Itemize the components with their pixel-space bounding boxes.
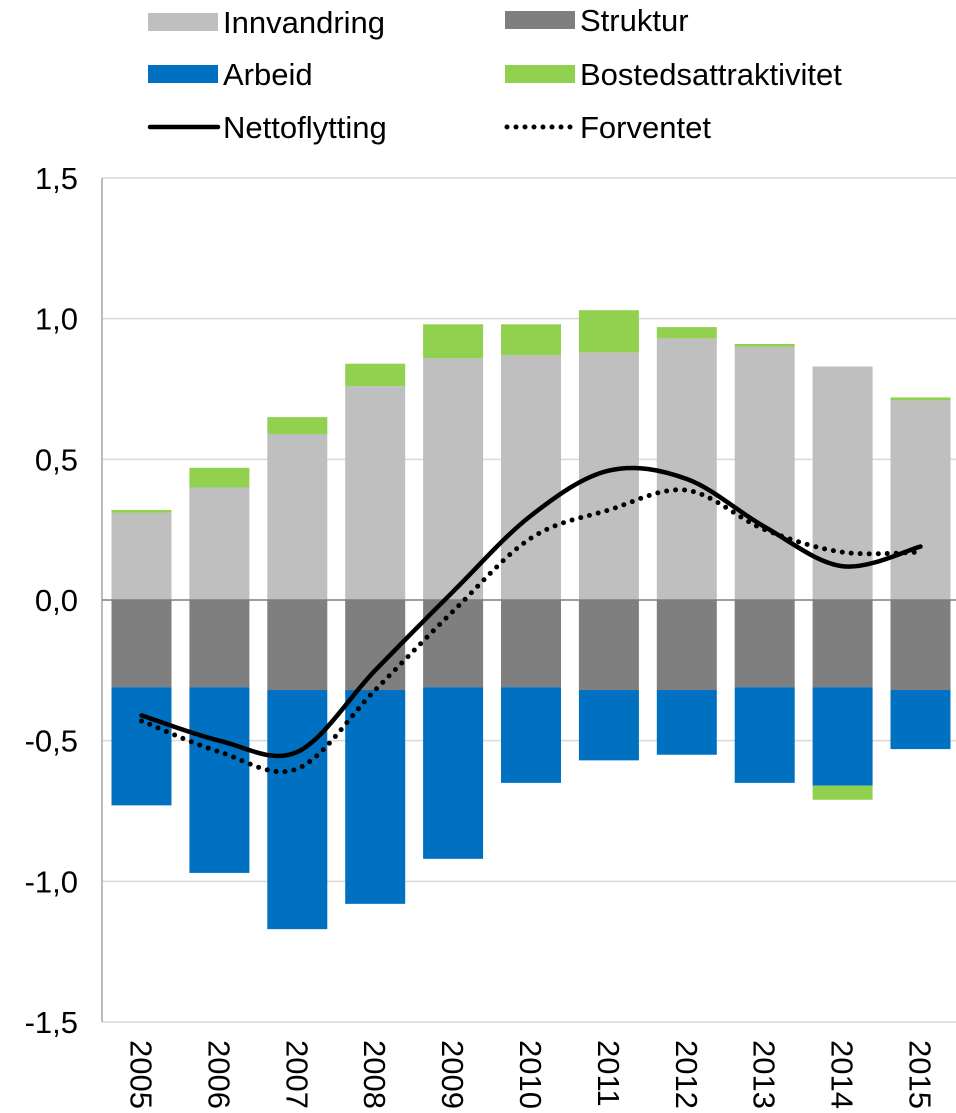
bar-arbeid-2013 xyxy=(734,687,795,783)
bar-arbeid-2011 xyxy=(578,690,639,761)
legend-item-struktur: Struktur xyxy=(505,3,689,38)
legend-label: Nettoflytting xyxy=(223,110,387,145)
bar-arbeid-2014 xyxy=(812,687,873,786)
bar-innvandring-2007 xyxy=(267,434,328,600)
y-tick-label: 1,0 xyxy=(35,302,78,337)
lines xyxy=(139,465,923,775)
bar-struktur-2014 xyxy=(812,600,873,688)
bar-arbeid-2005 xyxy=(111,687,172,806)
bar-struktur-2010 xyxy=(501,600,561,688)
bar-innvandring-2015 xyxy=(890,400,951,600)
x-tick-label: 2015 xyxy=(903,1040,938,1109)
bar-arbeid-2006 xyxy=(189,687,250,873)
bar-bostedsattraktivitet-2012 xyxy=(656,327,717,339)
bar-bostedsattraktivitet-2008 xyxy=(345,363,406,387)
bar-bostedsattraktivitet-2011 xyxy=(578,310,639,353)
bar-bostedsattraktivitet-2014 xyxy=(812,785,873,800)
bar-bostedsattraktivitet-2005 xyxy=(111,509,172,513)
x-tick-label: 2006 xyxy=(201,1040,236,1109)
x-tick-label: 2010 xyxy=(513,1040,548,1109)
bar-struktur-2015 xyxy=(890,600,951,691)
bar-bostedsattraktivitet-2009 xyxy=(423,324,484,359)
bar-bostedsattraktivitet-2006 xyxy=(189,467,250,488)
legend-swatch xyxy=(505,65,575,83)
x-tick-label: 2014 xyxy=(825,1040,860,1109)
legend: Innvandring Struktur Arbeid Bostedsattrakti… xyxy=(147,3,842,145)
x-tick-label: 2012 xyxy=(669,1040,704,1109)
legend-item-nettoflytting: Nettoflytting xyxy=(147,110,387,145)
legend-item-bostedsattraktivitet: Bostedsattraktivitet xyxy=(505,57,842,92)
y-tick-label: 0,0 xyxy=(35,583,78,618)
bar-bostedsattraktivitet-2010 xyxy=(501,324,561,356)
bar-arbeid-2012 xyxy=(656,690,717,755)
bar-bostedsattraktivitet-2013 xyxy=(734,343,795,347)
line-forventet xyxy=(139,487,923,775)
y-tick-label: -0,5 xyxy=(25,724,78,759)
x-tick-label: 2007 xyxy=(279,1040,314,1109)
bar-innvandring-2009 xyxy=(423,358,484,600)
bar-arbeid-2015 xyxy=(890,690,951,750)
bar-innvandring-2012 xyxy=(656,338,717,600)
legend-swatch xyxy=(148,65,218,83)
bar-arbeid-2009 xyxy=(423,687,484,859)
y-tick-labels: 1,5 1,0 0,5 0,0 -0,5 -1,0 -1,5 xyxy=(25,161,78,1040)
legend-item-arbeid: Arbeid xyxy=(148,57,313,92)
bar-innvandring-2010 xyxy=(501,355,561,600)
bar-arbeid-2007 xyxy=(267,690,328,930)
bar-innvandring-2005 xyxy=(111,512,172,600)
bar-struktur-2012 xyxy=(656,600,717,691)
bar-struktur-2006 xyxy=(189,600,250,688)
bar-struktur-2007 xyxy=(267,600,328,691)
bar-struktur-2011 xyxy=(578,600,639,691)
legend-label: Struktur xyxy=(580,3,689,38)
legend-label: Bostedsattraktivitet xyxy=(580,57,842,92)
bar-struktur-2013 xyxy=(734,600,795,688)
x-tick-label: 2013 xyxy=(747,1040,782,1109)
bar-bostedsattraktivitet-2015 xyxy=(890,397,951,401)
y-tick-label: -1,0 xyxy=(25,864,78,899)
bar-bostedsattraktivitet-2007 xyxy=(267,417,328,435)
bar-arbeid-2008 xyxy=(345,690,406,904)
bar-struktur-2005 xyxy=(111,600,172,688)
bar-innvandring-2008 xyxy=(345,386,406,600)
legend-item-innvandring: Innvandring xyxy=(148,5,385,40)
y-tick-label: 0,5 xyxy=(35,442,78,477)
line-nettoflytting xyxy=(139,465,923,759)
bar-arbeid-2010 xyxy=(501,687,561,783)
bar-innvandring-2006 xyxy=(189,487,250,600)
y-tick-label: -1,5 xyxy=(25,1005,78,1040)
legend-swatch xyxy=(148,13,218,31)
x-tick-label: 2005 xyxy=(124,1040,159,1109)
legend-swatch xyxy=(505,11,575,29)
bars xyxy=(111,310,951,930)
legend-label: Arbeid xyxy=(223,57,313,92)
bar-struktur-2008 xyxy=(345,600,406,691)
legend-item-forventet: Forventet xyxy=(504,110,711,145)
legend-label: Forventet xyxy=(580,110,711,145)
bar-innvandring-2013 xyxy=(734,346,795,600)
axes xyxy=(101,178,956,1022)
x-tick-labels: 2005 2006 2007 2008 2009 2010 2011 2012 2013 2014… xyxy=(124,1040,938,1109)
x-tick-label: 2008 xyxy=(357,1040,392,1109)
y-tick-label: 1,5 xyxy=(35,161,78,196)
x-tick-label: 2011 xyxy=(591,1040,626,1107)
x-tick-label: 2009 xyxy=(435,1040,470,1109)
legend-label: Innvandring xyxy=(223,5,385,40)
